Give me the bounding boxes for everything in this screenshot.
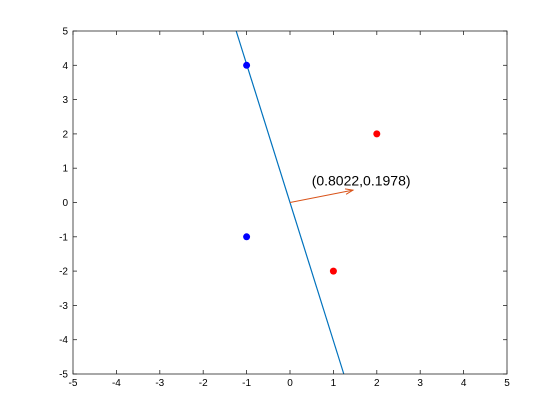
x-tick-label: 4 [461,378,467,389]
y-tick-labels: 5 4 3 2 1 0 -1 -2 -3 -4 -5 [59,27,68,381]
x-tick-label: 0 [287,378,293,389]
x-tick-label: -3 [155,378,164,389]
data-point [243,233,251,241]
vector-arrow-head [344,188,355,195]
vector-arrow-shaft [289,189,354,203]
y-tick-label: 3 [62,95,68,106]
x-tick-label: 2 [374,378,380,389]
y-tick-label: -2 [59,267,68,278]
x-tick-label: 5 [504,378,510,389]
x-tick-label: 1 [331,378,337,389]
y-tick-label: -5 [59,370,68,381]
y-tick-label: -1 [59,232,68,243]
y-tick-label: 1 [62,164,68,175]
x-tick-label: -1 [242,378,251,389]
y-tick-label: 4 [62,61,68,72]
y-tick-label: 5 [62,27,68,38]
annotation-label: (0.8022,0.1978) [312,172,411,188]
x-tick-label: 3 [417,378,423,389]
x-tick-label: -4 [112,378,121,389]
data-points [243,61,381,275]
data-point [329,267,337,275]
y-tick-label: -4 [59,335,68,346]
data-point [373,130,381,138]
x-tick-label: -2 [199,378,208,389]
lines-layer [235,30,355,375]
y-tick-label: 0 [62,198,68,209]
x-tick-label: -5 [69,378,78,389]
axes-box [72,30,508,375]
x-tick-labels: -5 -4 -3 -2 -1 0 1 2 3 4 5 [69,378,511,389]
y-tick-label: 2 [62,129,68,140]
y-tick-label: -3 [59,301,68,312]
data-point [243,61,251,69]
